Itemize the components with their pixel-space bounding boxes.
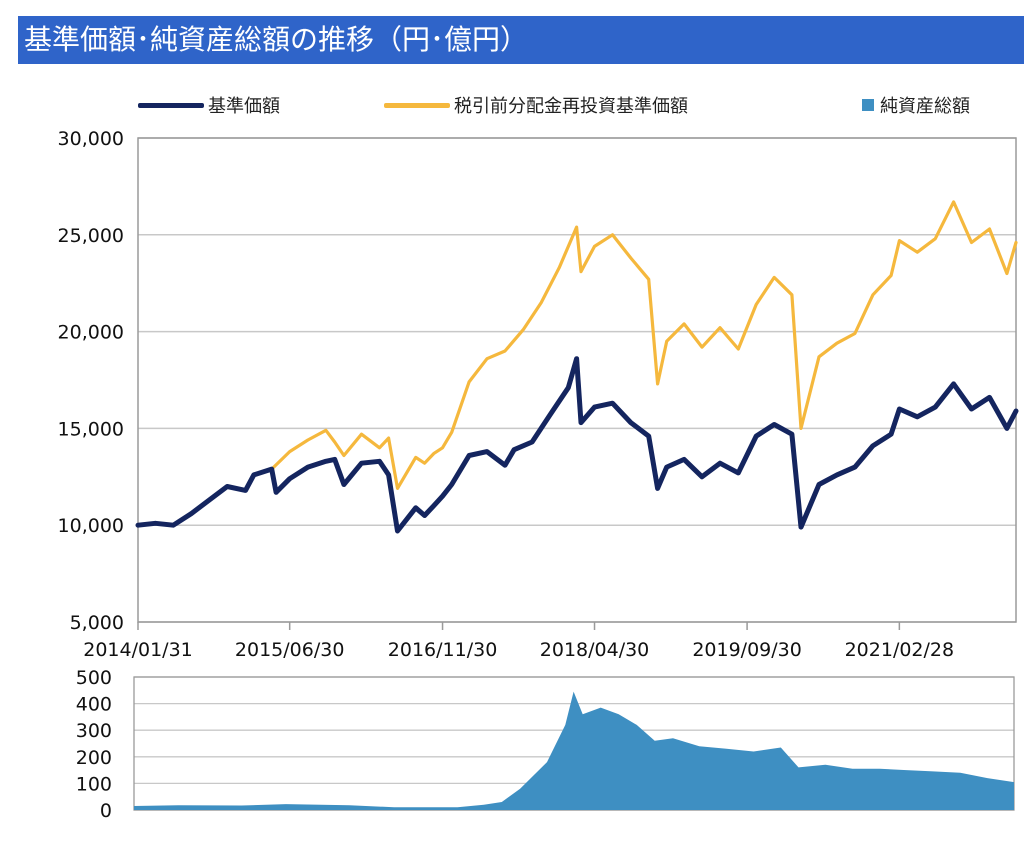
- legend-item-nav: 基準価額: [138, 92, 280, 118]
- y-tick-label: 25,000: [58, 225, 124, 247]
- y-tick-label: 0: [100, 800, 112, 822]
- y-tick-label: 5,000: [70, 612, 124, 634]
- x-tick-label: 2019/09/30: [692, 639, 802, 661]
- net-assets-chart: 0 100 200 300 400 500: [76, 667, 1015, 822]
- y-tick-label: 20,000: [58, 322, 124, 344]
- series-line-reinvested: [136, 200, 1018, 527]
- y-tick-label: 15,000: [58, 418, 124, 440]
- y-tick-label: 300: [76, 720, 112, 742]
- legend-item-assets: 純資産総額: [862, 92, 970, 118]
- legend: 基準価額 税引前分配金再投資基準価額 純資産総額: [0, 86, 1024, 118]
- x-tick-label: 2015/06/30: [235, 639, 345, 661]
- y-tick-label: 500: [76, 667, 112, 689]
- y-tick-label: 200: [76, 747, 112, 769]
- x-tick-label: 2018/04/30: [540, 639, 650, 661]
- x-tick-label: 2021/02/28: [845, 639, 955, 661]
- legend-item-reinvested: 税引前分配金再投資基準価額: [384, 92, 688, 118]
- legend-label-nav: 基準価額: [208, 96, 280, 117]
- legend-swatch-nav: [138, 102, 204, 108]
- legend-label-reinvested: 税引前分配金再投資基準価額: [454, 96, 688, 117]
- x-tick-label: 2014/01/31: [83, 639, 193, 661]
- plot-frame: [137, 137, 1017, 623]
- legend-swatch-reinvested: [384, 102, 450, 108]
- x-tick-label: 2016/11/30: [388, 639, 498, 661]
- chart-title: 基準価額･純資産総額の推移（円･億円）: [18, 16, 1024, 64]
- price-chart: 5,000 10,000 15,000 20,000 25,000 30,000 2014/…: [58, 128, 1019, 661]
- series-line-nav: [135, 356, 1019, 534]
- y-tick-label: 400: [76, 694, 112, 716]
- series-area-assets: [134, 691, 1014, 810]
- y-tick-label: 30,000: [58, 128, 124, 150]
- legend-swatch-assets: [862, 99, 874, 111]
- y-tick-label: 10,000: [58, 515, 124, 537]
- y-tick-label: 100: [76, 773, 112, 795]
- legend-label-assets: 純資産総額: [880, 96, 970, 117]
